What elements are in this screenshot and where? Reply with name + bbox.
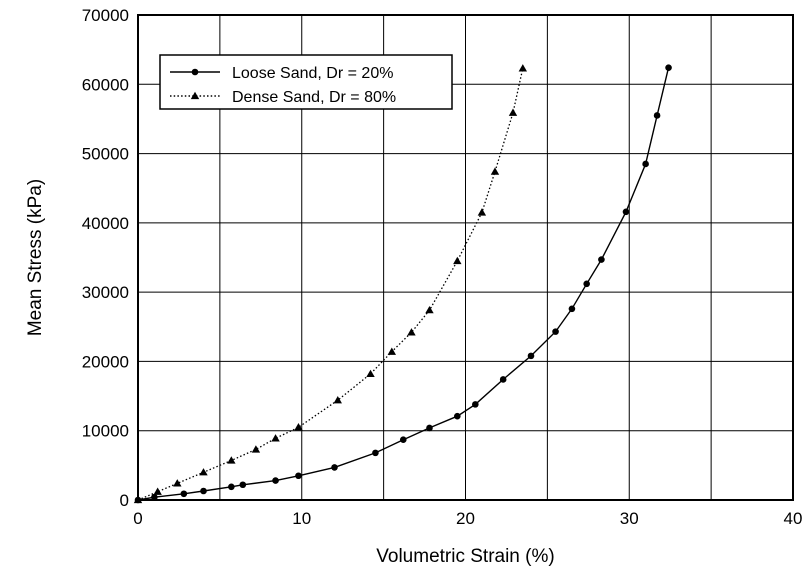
legend-box xyxy=(159,54,453,110)
data-point xyxy=(251,445,261,453)
data-point xyxy=(499,376,507,383)
data-point xyxy=(583,280,590,288)
data-point xyxy=(271,434,280,442)
series-loose-sand xyxy=(134,64,672,504)
legend-label: Loose Sand, Dr = 20% xyxy=(232,65,393,82)
x-tick-label: 20 xyxy=(456,509,475,528)
x-tick-label: 10 xyxy=(292,509,311,528)
y-tick-label: 70000 xyxy=(82,6,129,25)
legend-label: Dense Sand, Dr = 80% xyxy=(232,89,396,106)
data-point xyxy=(472,401,479,408)
data-point xyxy=(399,436,407,444)
data-point xyxy=(642,160,649,168)
data-point xyxy=(598,256,605,263)
legend-marker xyxy=(191,68,199,76)
data-point xyxy=(239,481,247,489)
data-point xyxy=(407,328,416,336)
x-tick-label: 0 xyxy=(133,509,142,528)
data-point xyxy=(200,487,207,495)
series-line xyxy=(137,67,670,501)
data-point xyxy=(294,423,303,431)
data-point xyxy=(665,64,672,71)
data-point xyxy=(527,352,535,360)
data-point xyxy=(552,328,559,335)
y-tick-label: 40000 xyxy=(82,214,129,233)
data-point xyxy=(453,256,462,265)
data-point xyxy=(366,369,375,378)
data-point xyxy=(653,112,661,119)
data-point xyxy=(151,493,158,501)
y-tick-label: 20000 xyxy=(82,352,129,371)
series-layer xyxy=(133,64,672,504)
y-tick-label: 60000 xyxy=(82,75,129,94)
legend-marker xyxy=(190,91,200,100)
x-tick-label: 40 xyxy=(784,509,803,528)
data-point xyxy=(333,396,342,404)
tick-labels: 0 10 20 30 40 0 10000 20000 30000 40000 50000 60000… xyxy=(82,6,803,528)
legend-entries: Loose Sand, Dr = 20% Dense Sand, Dr = 80% xyxy=(170,65,396,106)
x-axis-title: Volumetric Strain (%) xyxy=(376,546,554,567)
data-point xyxy=(199,468,208,476)
x-tick-label: 30 xyxy=(620,509,639,528)
series-line xyxy=(137,68,524,501)
data-point xyxy=(518,64,528,72)
y-tick-label: 30000 xyxy=(82,283,129,302)
y-tick-label: 50000 xyxy=(82,145,129,164)
plot-frame xyxy=(137,14,794,501)
data-point xyxy=(622,208,630,216)
y-tick-label: 10000 xyxy=(82,422,129,441)
data-point xyxy=(426,424,433,432)
data-point xyxy=(295,472,302,480)
data-point xyxy=(272,477,279,484)
data-point xyxy=(490,167,500,175)
legend: Loose Sand, Dr = 20% Dense Sand, Dr = 80% xyxy=(159,54,453,110)
data-point xyxy=(508,108,518,116)
series-dense-sand xyxy=(133,64,528,504)
data-point xyxy=(568,305,576,313)
data-point xyxy=(477,208,487,216)
data-point xyxy=(454,412,461,420)
data-point xyxy=(425,305,434,314)
data-point xyxy=(387,347,397,355)
data-point xyxy=(227,456,236,464)
data-point xyxy=(372,449,379,457)
data-point xyxy=(173,479,182,487)
data-point xyxy=(153,487,162,495)
data-point xyxy=(228,483,235,491)
y-tick-label: 0 xyxy=(120,491,129,510)
data-point xyxy=(331,464,338,471)
data-point xyxy=(180,490,188,498)
y-axis-title: Mean Stress (kPa) xyxy=(25,179,46,336)
